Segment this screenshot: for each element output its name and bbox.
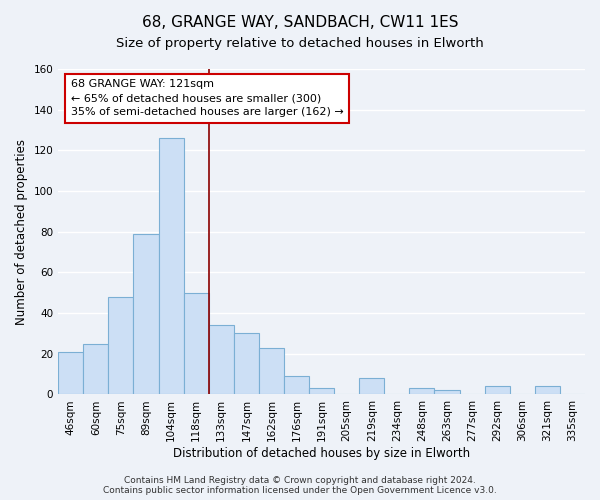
Bar <box>109 297 133 394</box>
Bar <box>158 138 184 394</box>
Text: 68, GRANGE WAY, SANDBACH, CW11 1ES: 68, GRANGE WAY, SANDBACH, CW11 1ES <box>142 15 458 30</box>
Text: 68 GRANGE WAY: 121sqm
← 65% of detached houses are smaller (300)
35% of semi-det: 68 GRANGE WAY: 121sqm ← 65% of detached … <box>71 79 343 117</box>
Bar <box>184 293 209 394</box>
Bar <box>359 378 385 394</box>
Bar <box>409 388 434 394</box>
Text: Size of property relative to detached houses in Elworth: Size of property relative to detached ho… <box>116 38 484 51</box>
Text: Contains HM Land Registry data © Crown copyright and database right 2024.
Contai: Contains HM Land Registry data © Crown c… <box>103 476 497 495</box>
X-axis label: Distribution of detached houses by size in Elworth: Distribution of detached houses by size … <box>173 447 470 460</box>
Bar <box>209 326 234 394</box>
Bar <box>234 334 259 394</box>
Bar <box>309 388 334 394</box>
Bar <box>434 390 460 394</box>
Bar <box>485 386 510 394</box>
Bar <box>83 344 109 394</box>
Bar <box>284 376 309 394</box>
Bar <box>58 352 83 395</box>
Y-axis label: Number of detached properties: Number of detached properties <box>15 138 28 324</box>
Bar <box>259 348 284 395</box>
Bar <box>133 234 158 394</box>
Bar <box>535 386 560 394</box>
